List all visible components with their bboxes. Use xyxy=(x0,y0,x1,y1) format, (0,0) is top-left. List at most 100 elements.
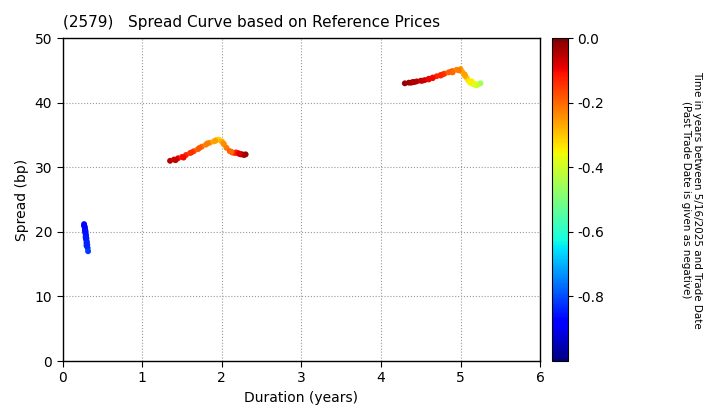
Point xyxy=(447,69,459,76)
Point xyxy=(431,73,442,79)
Point xyxy=(79,226,91,233)
Point xyxy=(439,70,451,77)
Text: (2579)   Spread Curve based on Reference Prices: (2579) Spread Curve based on Reference P… xyxy=(63,15,440,30)
Point xyxy=(78,223,90,229)
Point xyxy=(210,137,222,144)
Point xyxy=(82,244,94,251)
Point xyxy=(471,81,482,88)
Point xyxy=(459,71,470,78)
Point xyxy=(221,144,233,151)
Point xyxy=(180,152,192,158)
Point xyxy=(178,154,189,161)
Y-axis label: Spread (bp): Spread (bp) xyxy=(15,158,29,241)
Point xyxy=(471,82,482,89)
Point xyxy=(466,78,477,85)
Point xyxy=(435,72,446,79)
Point xyxy=(411,78,423,85)
X-axis label: Duration (years): Duration (years) xyxy=(244,391,359,405)
Point xyxy=(230,149,242,156)
Point xyxy=(200,141,212,148)
Point xyxy=(237,151,248,158)
Point xyxy=(238,152,250,158)
Point xyxy=(78,223,90,230)
Point xyxy=(419,77,431,84)
Point xyxy=(409,79,420,85)
Point xyxy=(225,148,237,155)
Point xyxy=(235,151,247,158)
Point xyxy=(415,77,426,84)
Point xyxy=(453,67,464,74)
Point xyxy=(202,140,213,147)
Point xyxy=(407,79,418,85)
Point xyxy=(240,151,251,158)
Point xyxy=(399,80,410,87)
Point xyxy=(437,71,449,78)
Point xyxy=(168,156,180,163)
Point xyxy=(188,148,199,155)
Point xyxy=(459,71,470,78)
Point xyxy=(405,79,417,86)
Point xyxy=(79,225,91,231)
Point xyxy=(403,79,415,86)
Point xyxy=(79,230,91,236)
Point xyxy=(78,221,90,228)
Point xyxy=(208,138,220,145)
Point xyxy=(445,68,456,75)
Point xyxy=(455,66,467,73)
Point xyxy=(229,150,240,156)
Point xyxy=(81,238,93,245)
Point xyxy=(80,228,91,235)
Point xyxy=(176,154,188,160)
Point xyxy=(81,243,93,249)
Point xyxy=(218,141,230,148)
Point xyxy=(82,248,94,255)
Point xyxy=(79,226,91,233)
Point xyxy=(427,74,438,81)
Point xyxy=(81,242,92,249)
Point xyxy=(435,71,446,78)
Point xyxy=(451,66,462,73)
Point xyxy=(464,79,476,86)
Point xyxy=(170,157,181,163)
Point xyxy=(417,77,428,84)
Point xyxy=(217,140,229,147)
Point xyxy=(469,81,481,87)
Point xyxy=(463,77,474,84)
Point xyxy=(233,150,245,157)
Point xyxy=(216,138,228,145)
Point xyxy=(456,68,468,75)
Point xyxy=(447,68,459,74)
Point xyxy=(79,227,91,234)
Point xyxy=(467,81,478,87)
Point xyxy=(196,143,207,150)
Point xyxy=(172,155,184,162)
Point xyxy=(443,69,454,76)
Point xyxy=(78,222,90,229)
Point xyxy=(423,76,434,82)
Point xyxy=(474,80,486,87)
Point xyxy=(192,146,204,152)
Point xyxy=(164,158,176,164)
Point xyxy=(81,241,93,248)
Point xyxy=(81,235,92,242)
Point xyxy=(194,144,205,151)
Point xyxy=(469,81,481,88)
Point xyxy=(232,150,243,156)
Point xyxy=(472,81,484,88)
Point xyxy=(81,236,92,243)
Point xyxy=(224,148,235,155)
Point xyxy=(423,76,434,83)
Y-axis label: Time in years between 5/16/2025 and Trade Date
(Past Trade Date is given as nega: Time in years between 5/16/2025 and Trad… xyxy=(681,71,703,328)
Point xyxy=(186,149,197,156)
Point xyxy=(459,73,471,79)
Point xyxy=(213,136,225,143)
Point xyxy=(184,150,196,156)
Point xyxy=(461,75,472,81)
Point xyxy=(204,139,215,146)
Point xyxy=(81,232,92,239)
Point xyxy=(210,137,221,144)
Point xyxy=(80,233,91,240)
Point xyxy=(233,150,245,157)
Point xyxy=(81,239,92,246)
Point xyxy=(80,234,91,241)
